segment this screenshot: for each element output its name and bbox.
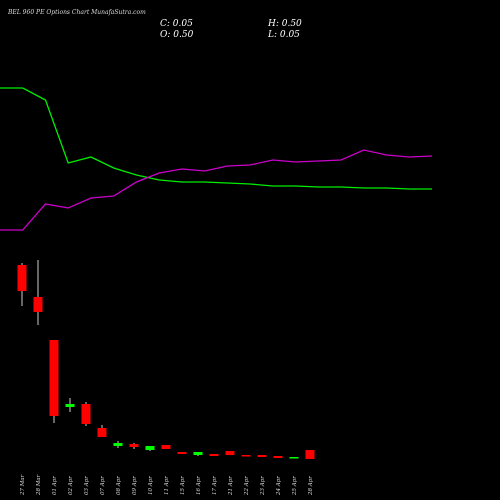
candle-body — [177, 452, 187, 454]
candle-body — [193, 452, 203, 455]
candle-body — [33, 297, 43, 312]
x-tick-label: 08 Apr — [116, 476, 122, 495]
indicator-line — [0, 149, 433, 231]
x-tick-label: 28 Apr — [308, 476, 314, 496]
candle-body — [129, 444, 139, 447]
low-label: L: 0.05 — [267, 30, 300, 40]
x-tick-label: 23 Apr — [260, 476, 266, 496]
x-tick-label: 09 Apr — [132, 476, 138, 495]
candle-body — [17, 265, 27, 291]
candle-body — [49, 340, 59, 416]
x-tick-label: 25 Apr — [292, 476, 298, 496]
candle-body — [81, 404, 91, 424]
candle-body — [241, 455, 251, 457]
candle-body — [257, 455, 267, 457]
x-tick-label: 03 Apr — [84, 476, 90, 495]
candle-body — [161, 445, 171, 449]
x-tick-label: 07 Apr — [100, 476, 106, 495]
x-tick-label: 27 Mar — [20, 474, 26, 496]
candle-body — [225, 451, 235, 455]
close-label: C: 0.05 — [160, 19, 193, 29]
x-tick-label: 24 Apr — [276, 476, 282, 496]
x-tick-label: 16 Apr — [196, 476, 202, 495]
x-tick-label: 17 Apr — [212, 476, 218, 495]
x-tick-label: 28 Mar — [36, 474, 42, 496]
x-tick-label: 22 Apr — [244, 476, 250, 496]
high-label: H: 0.50 — [267, 19, 302, 29]
x-tick-label: 21 Apr — [228, 476, 234, 496]
candle-body — [209, 454, 219, 456]
x-tick-label: 15 Apr — [180, 476, 186, 495]
x-tick-label: 01 Apr — [52, 476, 58, 495]
x-tick-label: 11 Apr — [164, 476, 170, 495]
open-label: O: 0.50 — [160, 30, 194, 40]
candle-body — [145, 446, 155, 450]
candle-body — [97, 428, 107, 437]
indicator-line — [0, 87, 432, 190]
x-tick-label: 10 Apr — [148, 476, 154, 495]
candle-body — [273, 456, 283, 458]
candle-body — [113, 443, 123, 446]
chart-title: BEL 960 PE Options Chart MunafaSutra.com — [7, 9, 146, 16]
candle-body — [305, 450, 315, 459]
candle-body — [289, 457, 299, 459]
candle-body — [65, 404, 75, 407]
x-tick-label: 02 Apr — [68, 476, 74, 495]
